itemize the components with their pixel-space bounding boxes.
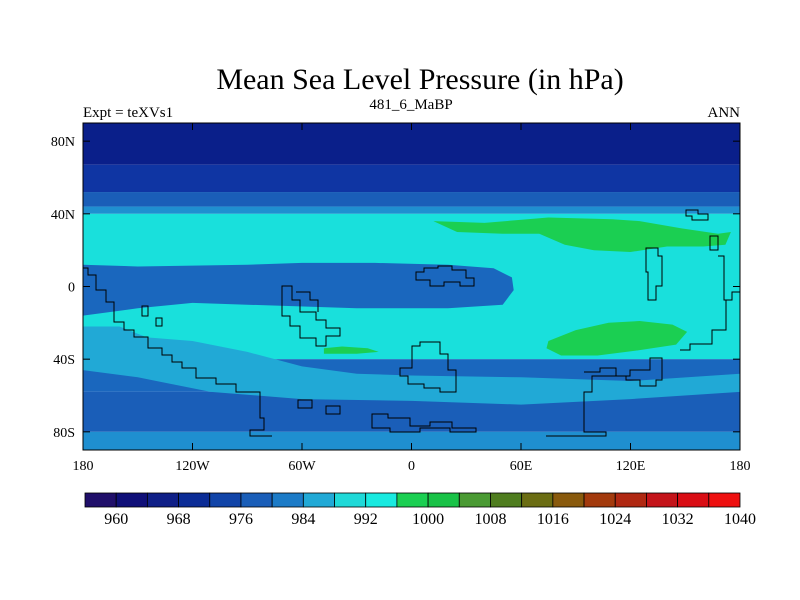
colorbar-box-16 bbox=[583, 492, 616, 508]
colorbar-box-11 bbox=[427, 492, 460, 508]
colorbar-box-8 bbox=[334, 492, 367, 508]
colorbar-label-8: 1024 bbox=[599, 511, 631, 528]
subtitle-right: ANN bbox=[708, 105, 741, 121]
pressure-band-1 bbox=[83, 164, 740, 193]
colorbar-box-17 bbox=[614, 492, 647, 508]
x-tick-label-1: 120W bbox=[175, 459, 210, 474]
coastline-antarctica-shelf bbox=[325, 405, 341, 415]
colorbar-label-0: 960 bbox=[104, 511, 128, 528]
coastline-north-atlantic-island bbox=[296, 291, 319, 312]
subtitle-center: 481_6_MaBP bbox=[369, 97, 452, 113]
y-tick-label-2: 0 bbox=[68, 281, 75, 296]
x-tick-label-2: 60W bbox=[288, 459, 316, 474]
colorbar-label-6: 1008 bbox=[474, 511, 506, 528]
colorbar-label-5: 1000 bbox=[412, 511, 444, 528]
y-tick-label-3: 40S bbox=[53, 353, 75, 368]
colorbar-label-3: 984 bbox=[291, 511, 315, 528]
colorbar-legend: 960 968 976 984 992 1000 1008 1016 1024 1032 1040 bbox=[84, 492, 756, 528]
pressure-region-0 bbox=[83, 262, 514, 316]
pressure-field bbox=[83, 123, 740, 450]
subtitle-left: Expt = teXVs1 bbox=[83, 105, 173, 121]
colorbar-box-4 bbox=[209, 492, 242, 508]
colorbar-label-9: 1032 bbox=[662, 511, 694, 528]
chart-title: Mean Sea Level Pressure (in hPa) bbox=[216, 63, 623, 96]
pressure-region-1 bbox=[83, 326, 740, 405]
coastline-small-island-2 bbox=[155, 317, 163, 327]
colorbar-box-2 bbox=[146, 492, 179, 508]
coastline-maritime-continent bbox=[709, 235, 719, 251]
colorbar-box-18 bbox=[646, 492, 679, 508]
coastline-outlines bbox=[83, 209, 740, 437]
coastline-asia-east bbox=[645, 247, 663, 301]
pressure-band-2 bbox=[83, 192, 740, 207]
colorbar-label-4: 992 bbox=[354, 511, 378, 528]
colorbar-box-6 bbox=[271, 492, 304, 508]
coastline-south-america bbox=[281, 285, 341, 347]
colorbar-box-13 bbox=[490, 492, 523, 508]
x-tick-label-4: 60E bbox=[510, 459, 533, 474]
y-tick-label-4: 80S bbox=[53, 426, 75, 441]
coastline-americas bbox=[83, 267, 272, 437]
colorbar-box-14 bbox=[521, 492, 554, 508]
pressure-region-4 bbox=[323, 346, 379, 354]
y-axis: 80N 40N 0 40S 80S bbox=[51, 135, 740, 441]
x-axis: 180 120W 60W 0 60E 120E 180 bbox=[73, 123, 751, 474]
coastline-pacific-islands bbox=[718, 255, 740, 301]
y-tick-label-0: 80N bbox=[51, 135, 75, 150]
coastline-small-island bbox=[141, 305, 149, 317]
colorbar-box-20 bbox=[708, 492, 741, 508]
coastline-antarctica-west bbox=[371, 413, 477, 433]
colorbar-box-5 bbox=[240, 492, 273, 508]
colorbar-box-7 bbox=[302, 492, 335, 508]
colorbar-label-10: 1040 bbox=[724, 511, 756, 528]
colorbar-box-0 bbox=[84, 492, 117, 508]
colorbar-box-10 bbox=[396, 492, 429, 508]
x-tick-label-5: 120E bbox=[616, 459, 646, 474]
colorbar-box-9 bbox=[365, 492, 398, 508]
coastline-australia bbox=[546, 357, 663, 437]
x-tick-label-6: 180 bbox=[730, 459, 751, 474]
coastline-antarctica-peninsula bbox=[297, 399, 313, 409]
y-tick-label-1: 40N bbox=[51, 208, 75, 223]
coastline-europe bbox=[415, 265, 475, 287]
pressure-region-2 bbox=[433, 217, 731, 252]
coastline-pacific-islands-2 bbox=[680, 300, 727, 351]
pressure-band-3 bbox=[83, 206, 740, 214]
colorbar-box-15 bbox=[552, 492, 585, 508]
coastline-africa bbox=[399, 341, 457, 393]
colorbar-box-3 bbox=[178, 492, 211, 508]
colorbar-label-1: 968 bbox=[167, 511, 191, 528]
colorbar-box-19 bbox=[677, 492, 710, 508]
x-tick-label-0: 180 bbox=[73, 459, 94, 474]
colorbar-box-1 bbox=[115, 492, 148, 508]
colorbar-label-7: 1016 bbox=[537, 511, 569, 528]
pressure-region-3 bbox=[546, 321, 688, 356]
coastline-japan bbox=[685, 209, 709, 221]
colorbar-box-12 bbox=[458, 492, 491, 508]
x-tick-label-3: 0 bbox=[408, 459, 415, 474]
colorbar-label-2: 976 bbox=[229, 511, 253, 528]
